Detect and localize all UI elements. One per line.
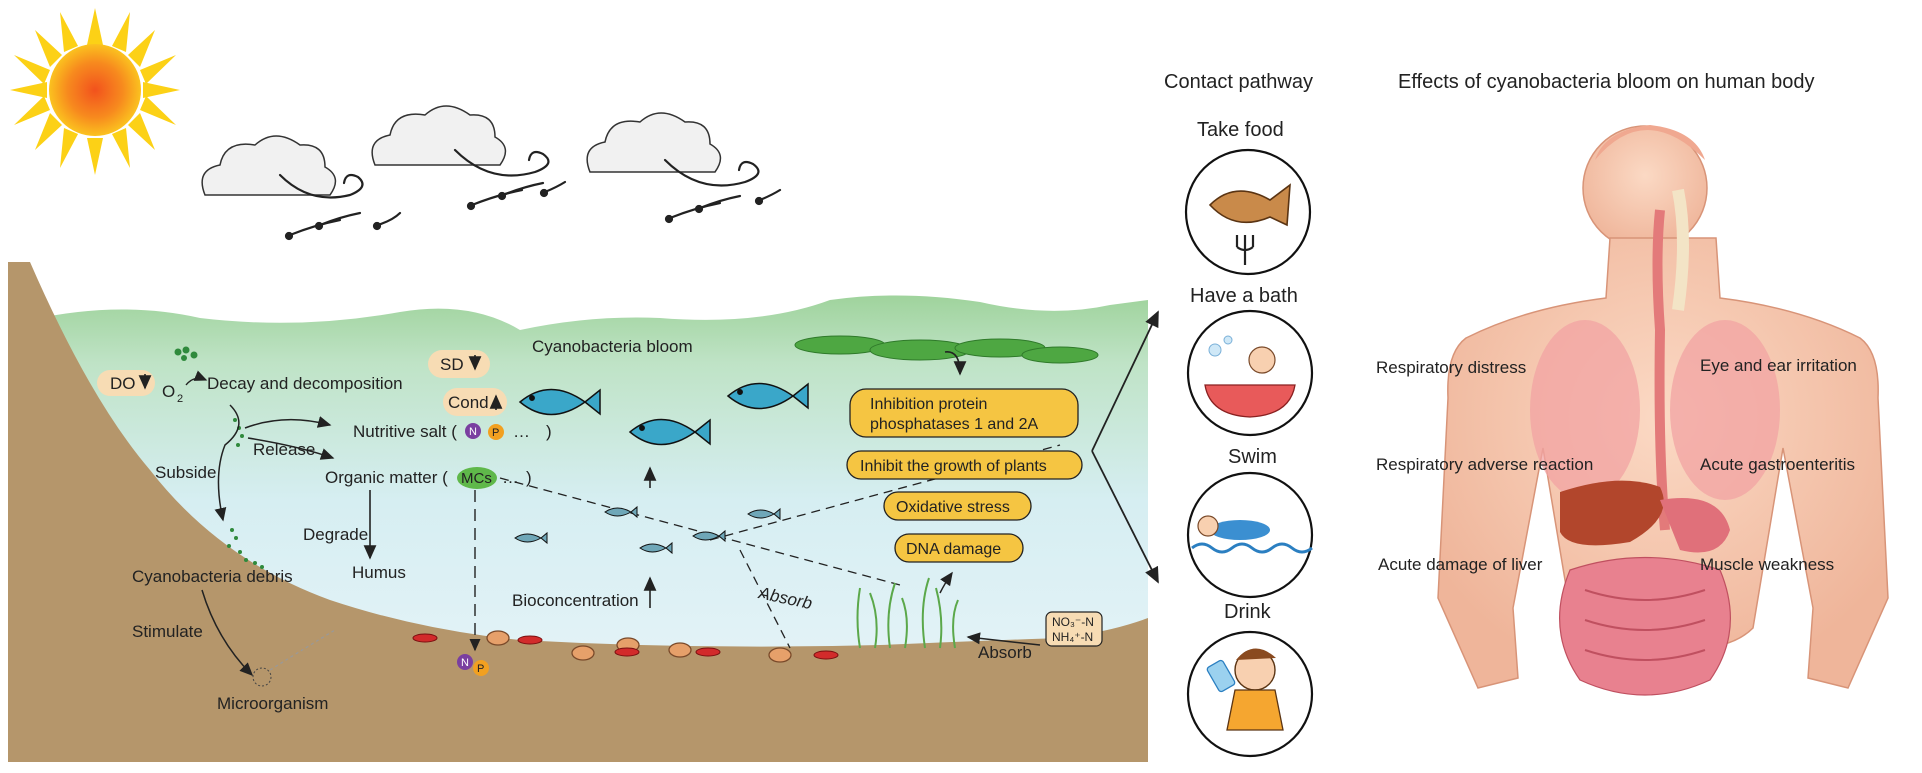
sd-label: SD bbox=[440, 355, 464, 374]
absorb-right-label: Absorb bbox=[978, 643, 1032, 662]
cloud-icon bbox=[371, 105, 507, 166]
effect-text-4: Oxidative stress bbox=[896, 499, 1010, 516]
fish-icon bbox=[628, 418, 711, 446]
humus-label: Humus bbox=[352, 563, 406, 582]
phosphorus-sediment-letter: P bbox=[477, 663, 484, 675]
contact-drink: Drink bbox=[1224, 601, 1272, 623]
debris-label: Cyanobacteria debris bbox=[132, 567, 293, 586]
crab-icon bbox=[486, 630, 792, 663]
cyanobacteria-particles bbox=[174, 346, 264, 569]
nitrogen-box: NO₃⁻-N NH₄⁺-N bbox=[1045, 611, 1103, 647]
human-right-1: Eye and ear irritation bbox=[1700, 356, 1857, 375]
o2-label: O bbox=[162, 382, 175, 401]
sun-icon bbox=[10, 8, 180, 175]
contact-take-food: Take food bbox=[1197, 119, 1284, 141]
cond-label: Cond bbox=[448, 393, 489, 412]
phosphorus-icon bbox=[488, 424, 504, 440]
degrade-label: Degrade bbox=[303, 525, 368, 544]
stimulate-label: Stimulate bbox=[132, 622, 203, 641]
algae-mat-icon bbox=[794, 335, 1099, 364]
mcs-icon bbox=[457, 467, 497, 489]
effect-text-3: Inhibit the growth of plants bbox=[860, 458, 1047, 475]
nutrient-close-paren: ) bbox=[546, 422, 552, 441]
aquatic-plant-icon bbox=[856, 577, 959, 649]
microorganism-label: Microorganism bbox=[217, 694, 328, 713]
human-left-2: Respiratory adverse reaction bbox=[1376, 455, 1593, 474]
human-right-2: Acute gastroenteritis bbox=[1700, 455, 1855, 474]
nutritive-salt-label: Nutritive salt ( bbox=[353, 422, 457, 441]
organic-ellipsis: … bbox=[502, 468, 519, 487]
effect-box-dna: DNA damage bbox=[894, 533, 1024, 563]
contact-swim: Swim bbox=[1228, 446, 1277, 468]
effect-text-5: DNA damage bbox=[906, 541, 1001, 558]
do-label: DO bbox=[110, 374, 136, 393]
fish-icon bbox=[518, 388, 601, 416]
human-left-1: Respiratory distress bbox=[1376, 358, 1526, 377]
decay-label: Decay and decomposition bbox=[207, 374, 403, 393]
contact-heading: Contact pathway bbox=[1164, 71, 1313, 93]
organic-matter-label: Organic matter ( bbox=[325, 468, 448, 487]
organic-close-paren: ) bbox=[526, 468, 532, 487]
effect-box-plants: Inhibit the growth of plants bbox=[846, 450, 1083, 480]
nh4-label: NH₄⁺-N bbox=[1052, 630, 1093, 644]
nitrogen-icon bbox=[465, 423, 481, 439]
effect-text-1: Inhibition protein bbox=[870, 396, 987, 413]
o2-subscript: 2 bbox=[177, 393, 183, 405]
cloud-icon bbox=[201, 135, 337, 196]
cloud-icon bbox=[586, 112, 722, 173]
mcs-label: MCs bbox=[461, 470, 492, 487]
small-fish-icon bbox=[514, 505, 781, 555]
contact-have-a-bath: Have a bath bbox=[1190, 285, 1298, 307]
human-heading: Effects of cyanobacteria bloom on human … bbox=[1398, 71, 1815, 93]
bioconcentration-label: Bioconcentration bbox=[512, 591, 639, 610]
human-body-illustration bbox=[1437, 125, 1889, 696]
release-label: Release bbox=[253, 440, 315, 459]
phosphorus-letter: P bbox=[492, 427, 499, 439]
shrimp-icon bbox=[412, 633, 839, 660]
microorganism-icon bbox=[252, 667, 272, 687]
nitrogen-sediment-icon bbox=[457, 654, 473, 670]
effect-box-phosphatases: Inhibition protein phosphatases 1 and 2A bbox=[849, 388, 1079, 438]
no3-label: NO₃⁻-N bbox=[1052, 615, 1094, 629]
nutrient-ellipsis: … bbox=[513, 422, 530, 441]
bloom-label: Cyanobacteria bloom bbox=[532, 337, 693, 356]
human-left-3: Acute damage of liver bbox=[1378, 555, 1543, 574]
human-right-3: Muscle weakness bbox=[1700, 555, 1834, 574]
phosphorus-sediment-icon bbox=[473, 660, 489, 676]
fish-icon bbox=[726, 382, 809, 410]
nitrogen-sediment-letter: N bbox=[461, 657, 469, 669]
effect-box-oxidative: Oxidative stress bbox=[883, 491, 1032, 521]
subside-label: Subside bbox=[155, 463, 216, 482]
nitrogen-letter: N bbox=[469, 426, 477, 438]
wind-icon bbox=[278, 148, 782, 241]
lake-bed-soil bbox=[8, 262, 1148, 762]
effect-text-2: phosphatases 1 and 2A bbox=[870, 416, 1038, 433]
